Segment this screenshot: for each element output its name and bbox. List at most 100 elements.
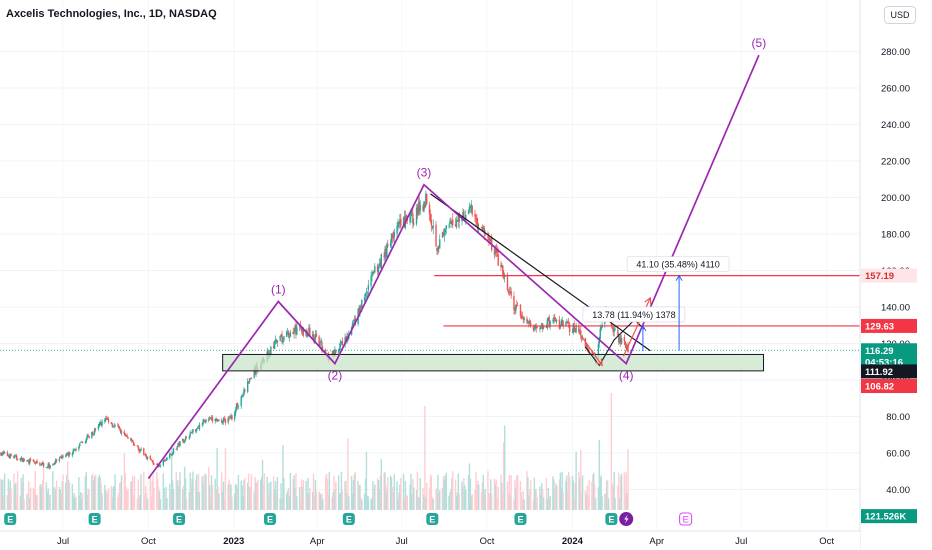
candle-body xyxy=(296,327,298,335)
volume-bar xyxy=(54,487,56,510)
candle-body xyxy=(463,211,465,219)
volume-bar xyxy=(374,484,376,510)
candle-body xyxy=(578,326,580,333)
candle-body xyxy=(10,454,12,457)
volume-bar xyxy=(554,487,556,510)
volume-bar xyxy=(231,496,233,510)
volume-bar xyxy=(508,474,511,510)
candle-body xyxy=(579,331,581,333)
candle-body xyxy=(41,463,43,465)
measure-label: 41.10 (35.48%) 4110 xyxy=(636,260,719,270)
volume-bar xyxy=(210,475,213,510)
candle-body xyxy=(545,325,548,328)
volume-bar xyxy=(222,481,225,510)
candle-body xyxy=(62,456,64,458)
candle-body xyxy=(93,428,96,434)
volume-bar xyxy=(363,493,366,510)
earnings-marker xyxy=(4,513,17,525)
volume-bar xyxy=(469,478,472,510)
x-tick-label: Oct xyxy=(141,536,156,547)
support-zone xyxy=(222,353,765,372)
volume-bar xyxy=(158,491,161,510)
volume-bar xyxy=(195,474,198,510)
volume-bar xyxy=(377,480,380,510)
candle-body xyxy=(21,457,23,462)
candle-body xyxy=(249,378,252,380)
candle-body xyxy=(501,265,503,268)
candle-body xyxy=(600,326,602,331)
volume-bar xyxy=(516,475,518,510)
wave-label-1: (1) xyxy=(271,283,286,297)
candle-body xyxy=(562,320,564,326)
volume-bar xyxy=(198,492,201,510)
candle-body xyxy=(182,439,184,441)
candle-body xyxy=(540,327,542,329)
candle-body xyxy=(118,428,121,430)
volume-bar xyxy=(236,487,239,510)
volume-bar xyxy=(221,491,224,510)
candle-body xyxy=(98,423,100,427)
volume-bar xyxy=(107,488,110,510)
candle-body xyxy=(14,455,16,458)
grid-lines xyxy=(0,51,860,490)
price-tag xyxy=(861,379,917,394)
volume-bar xyxy=(449,492,451,510)
volume-bar xyxy=(3,473,6,510)
candle-body xyxy=(229,417,231,419)
volume-bar xyxy=(190,486,192,510)
candle-body xyxy=(416,206,419,215)
volume-bar xyxy=(126,490,128,510)
candle-body xyxy=(620,338,623,344)
candle-body xyxy=(541,323,543,327)
candle-body xyxy=(411,212,413,214)
candle-body xyxy=(470,204,472,208)
volume-bar xyxy=(339,492,342,510)
candle-body xyxy=(3,452,6,453)
volume-bar xyxy=(164,499,166,510)
volume-bar xyxy=(410,474,412,510)
volume-bar xyxy=(423,494,425,510)
candle-body xyxy=(117,425,119,427)
candle-body xyxy=(53,463,55,465)
candle-body xyxy=(623,337,626,342)
candle-body xyxy=(552,320,554,322)
candle-body xyxy=(221,421,224,423)
volume-bar xyxy=(392,492,395,510)
candle-body xyxy=(481,226,484,232)
volume-bar xyxy=(66,474,68,510)
volume-bar xyxy=(572,480,575,510)
volume-bar xyxy=(74,498,76,510)
volume-bar xyxy=(396,481,398,510)
volume-bar xyxy=(389,475,392,510)
candle-body xyxy=(114,425,116,427)
volume-bar xyxy=(101,493,103,510)
candle-body xyxy=(61,456,63,458)
candle-body xyxy=(286,331,289,333)
candle-body xyxy=(365,292,368,293)
volume-bar xyxy=(483,493,485,510)
candle-body xyxy=(396,226,398,234)
candle-body xyxy=(151,460,153,462)
volume-bar xyxy=(448,495,450,510)
volume-bar xyxy=(68,482,71,510)
candle-body xyxy=(301,327,304,332)
measure-label-box xyxy=(582,306,686,323)
volume-bar xyxy=(581,475,584,510)
volume-bar xyxy=(55,480,58,510)
volume-bar xyxy=(560,488,562,510)
candle-body xyxy=(614,328,616,330)
volume-bar xyxy=(586,485,588,510)
volume-bar xyxy=(229,484,231,510)
candle-body xyxy=(223,418,226,420)
candle-body xyxy=(87,434,89,436)
volume-bar xyxy=(493,478,496,510)
currency-selector[interactable]: USD xyxy=(884,6,916,24)
volume-bar xyxy=(123,453,126,510)
volume-bar xyxy=(549,495,551,510)
x-tick-label: 2024 xyxy=(562,536,584,547)
volume-bar xyxy=(29,487,32,510)
volume-bar xyxy=(234,493,236,510)
volume-bar xyxy=(23,499,25,510)
volume-bar xyxy=(162,473,164,510)
